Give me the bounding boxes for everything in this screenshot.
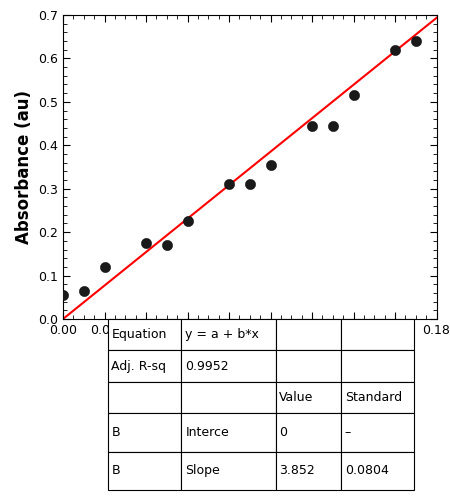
Point: [350, 92, 357, 100]
Point: [392, 46, 399, 54]
Point: [412, 37, 419, 45]
Point: [246, 180, 253, 188]
Point: [142, 239, 149, 247]
Point: [308, 122, 315, 130]
Point: [163, 241, 171, 249]
Point: [59, 291, 67, 299]
Point: [80, 287, 87, 295]
Point: [184, 218, 191, 226]
Point: [329, 122, 336, 130]
Point: [225, 180, 233, 188]
Y-axis label: Absorbance (au): Absorbance (au): [14, 90, 32, 244]
X-axis label: Concentration (mg/mL): Concentration (mg/mL): [141, 342, 358, 360]
Point: [101, 263, 108, 271]
Point: [267, 161, 274, 169]
